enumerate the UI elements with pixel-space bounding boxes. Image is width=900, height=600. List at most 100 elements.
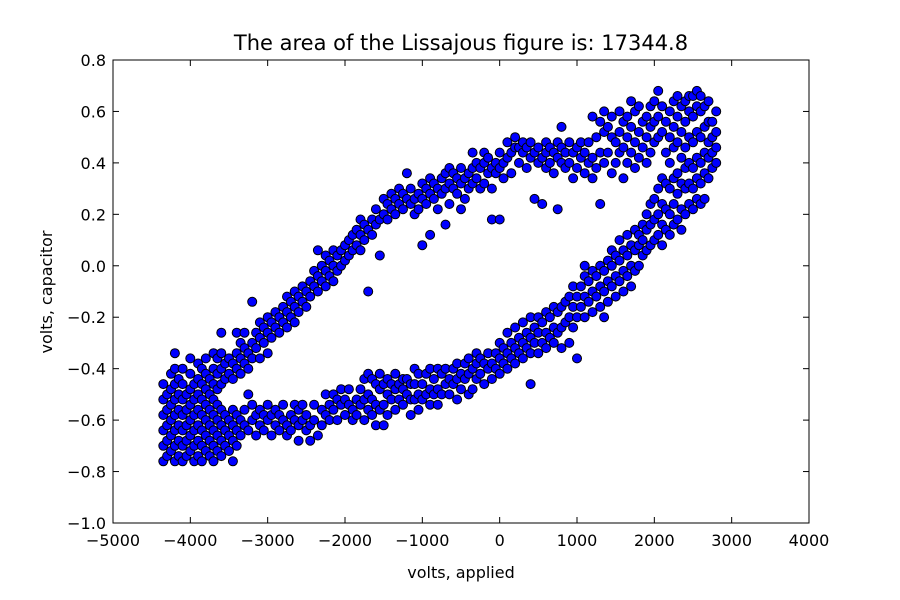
data-point bbox=[320, 281, 331, 292]
data-point bbox=[374, 368, 385, 379]
data-point bbox=[452, 188, 463, 199]
data-point bbox=[637, 235, 648, 246]
y-tick-label: −0.8 bbox=[67, 463, 106, 482]
data-point bbox=[564, 137, 575, 148]
data-point bbox=[224, 446, 234, 456]
data-point bbox=[664, 157, 675, 168]
x-tick-label: −4000 bbox=[163, 531, 217, 550]
data-point bbox=[405, 410, 416, 420]
data-point bbox=[614, 127, 625, 137]
data-point bbox=[606, 260, 617, 271]
y-axis-ticks: −1.0 −0.8 −0.6 −0.4 −0.2 0.0 0.2 0.4 0.6 0.8 bbox=[67, 51, 809, 533]
data-point bbox=[216, 348, 227, 359]
data-point bbox=[711, 106, 722, 117]
data-point bbox=[510, 132, 521, 143]
data-point bbox=[328, 404, 339, 415]
data-point bbox=[695, 157, 706, 168]
data-point bbox=[626, 121, 637, 132]
data-point bbox=[274, 327, 285, 338]
data-point bbox=[575, 301, 586, 312]
data-point bbox=[622, 229, 633, 240]
data-point bbox=[653, 111, 664, 122]
data-point bbox=[641, 157, 652, 168]
data-point bbox=[653, 209, 664, 220]
data-point bbox=[239, 404, 250, 415]
data-point bbox=[680, 142, 691, 153]
data-point bbox=[606, 168, 617, 179]
data-point bbox=[537, 317, 548, 328]
data-point bbox=[641, 209, 652, 220]
data-point bbox=[564, 157, 575, 168]
data-point bbox=[622, 250, 633, 261]
data-point bbox=[657, 101, 668, 112]
data-point bbox=[517, 317, 528, 328]
chart-title: The area of the Lissajous figure is: 173… bbox=[233, 31, 688, 55]
data-point bbox=[332, 415, 343, 426]
data-point bbox=[618, 286, 629, 297]
data-point bbox=[227, 374, 238, 384]
data-point bbox=[262, 399, 273, 410]
data-point bbox=[599, 157, 610, 168]
data-point bbox=[486, 374, 497, 384]
data-point bbox=[502, 327, 513, 338]
data-point bbox=[548, 168, 559, 179]
data-point bbox=[312, 245, 323, 256]
data-point bbox=[235, 430, 246, 441]
data-point bbox=[521, 163, 532, 173]
data-point bbox=[579, 260, 590, 271]
data-point bbox=[467, 384, 478, 395]
data-point bbox=[633, 127, 644, 137]
data-point bbox=[517, 353, 528, 364]
data-point bbox=[413, 404, 424, 415]
data-point bbox=[301, 410, 312, 420]
data-point bbox=[359, 235, 370, 246]
data-point bbox=[711, 142, 722, 153]
data-point bbox=[502, 137, 513, 148]
data-point bbox=[622, 132, 633, 143]
data-point bbox=[494, 214, 505, 225]
data-point bbox=[599, 265, 610, 276]
data-point bbox=[703, 173, 714, 184]
data-point bbox=[200, 353, 211, 364]
data-point bbox=[626, 281, 637, 292]
data-point bbox=[602, 121, 613, 132]
data-point bbox=[641, 111, 652, 122]
data-point bbox=[185, 368, 196, 379]
data-point bbox=[444, 389, 455, 400]
data-point bbox=[610, 137, 621, 148]
data-point bbox=[390, 209, 401, 220]
data-point bbox=[475, 368, 486, 379]
data-point bbox=[367, 229, 378, 240]
data-point bbox=[637, 142, 648, 153]
data-point bbox=[664, 106, 675, 117]
data-point bbox=[216, 451, 227, 462]
data-point bbox=[378, 420, 389, 431]
data-point bbox=[428, 374, 439, 384]
data-point bbox=[247, 399, 258, 410]
x-tick-label: 0 bbox=[495, 531, 505, 550]
data-point bbox=[243, 389, 254, 400]
data-point bbox=[572, 353, 582, 364]
data-point bbox=[390, 368, 401, 379]
data-point bbox=[641, 132, 652, 143]
data-point bbox=[541, 343, 552, 354]
data-point bbox=[258, 337, 269, 348]
data-point bbox=[305, 435, 316, 446]
data-point bbox=[297, 399, 308, 410]
data-point bbox=[285, 425, 296, 436]
x-axis-label: volts, applied bbox=[407, 563, 515, 582]
data-point bbox=[626, 147, 637, 158]
data-point bbox=[672, 137, 683, 148]
data-point bbox=[552, 204, 563, 215]
data-point bbox=[564, 337, 575, 348]
data-point bbox=[599, 312, 610, 323]
data-point bbox=[340, 410, 350, 420]
data-point bbox=[467, 147, 478, 158]
data-point bbox=[471, 173, 482, 184]
data-point bbox=[591, 271, 602, 282]
y-tick-label: −1.0 bbox=[67, 514, 106, 533]
data-point bbox=[370, 204, 381, 215]
data-point bbox=[618, 173, 629, 184]
data-point bbox=[676, 224, 687, 235]
